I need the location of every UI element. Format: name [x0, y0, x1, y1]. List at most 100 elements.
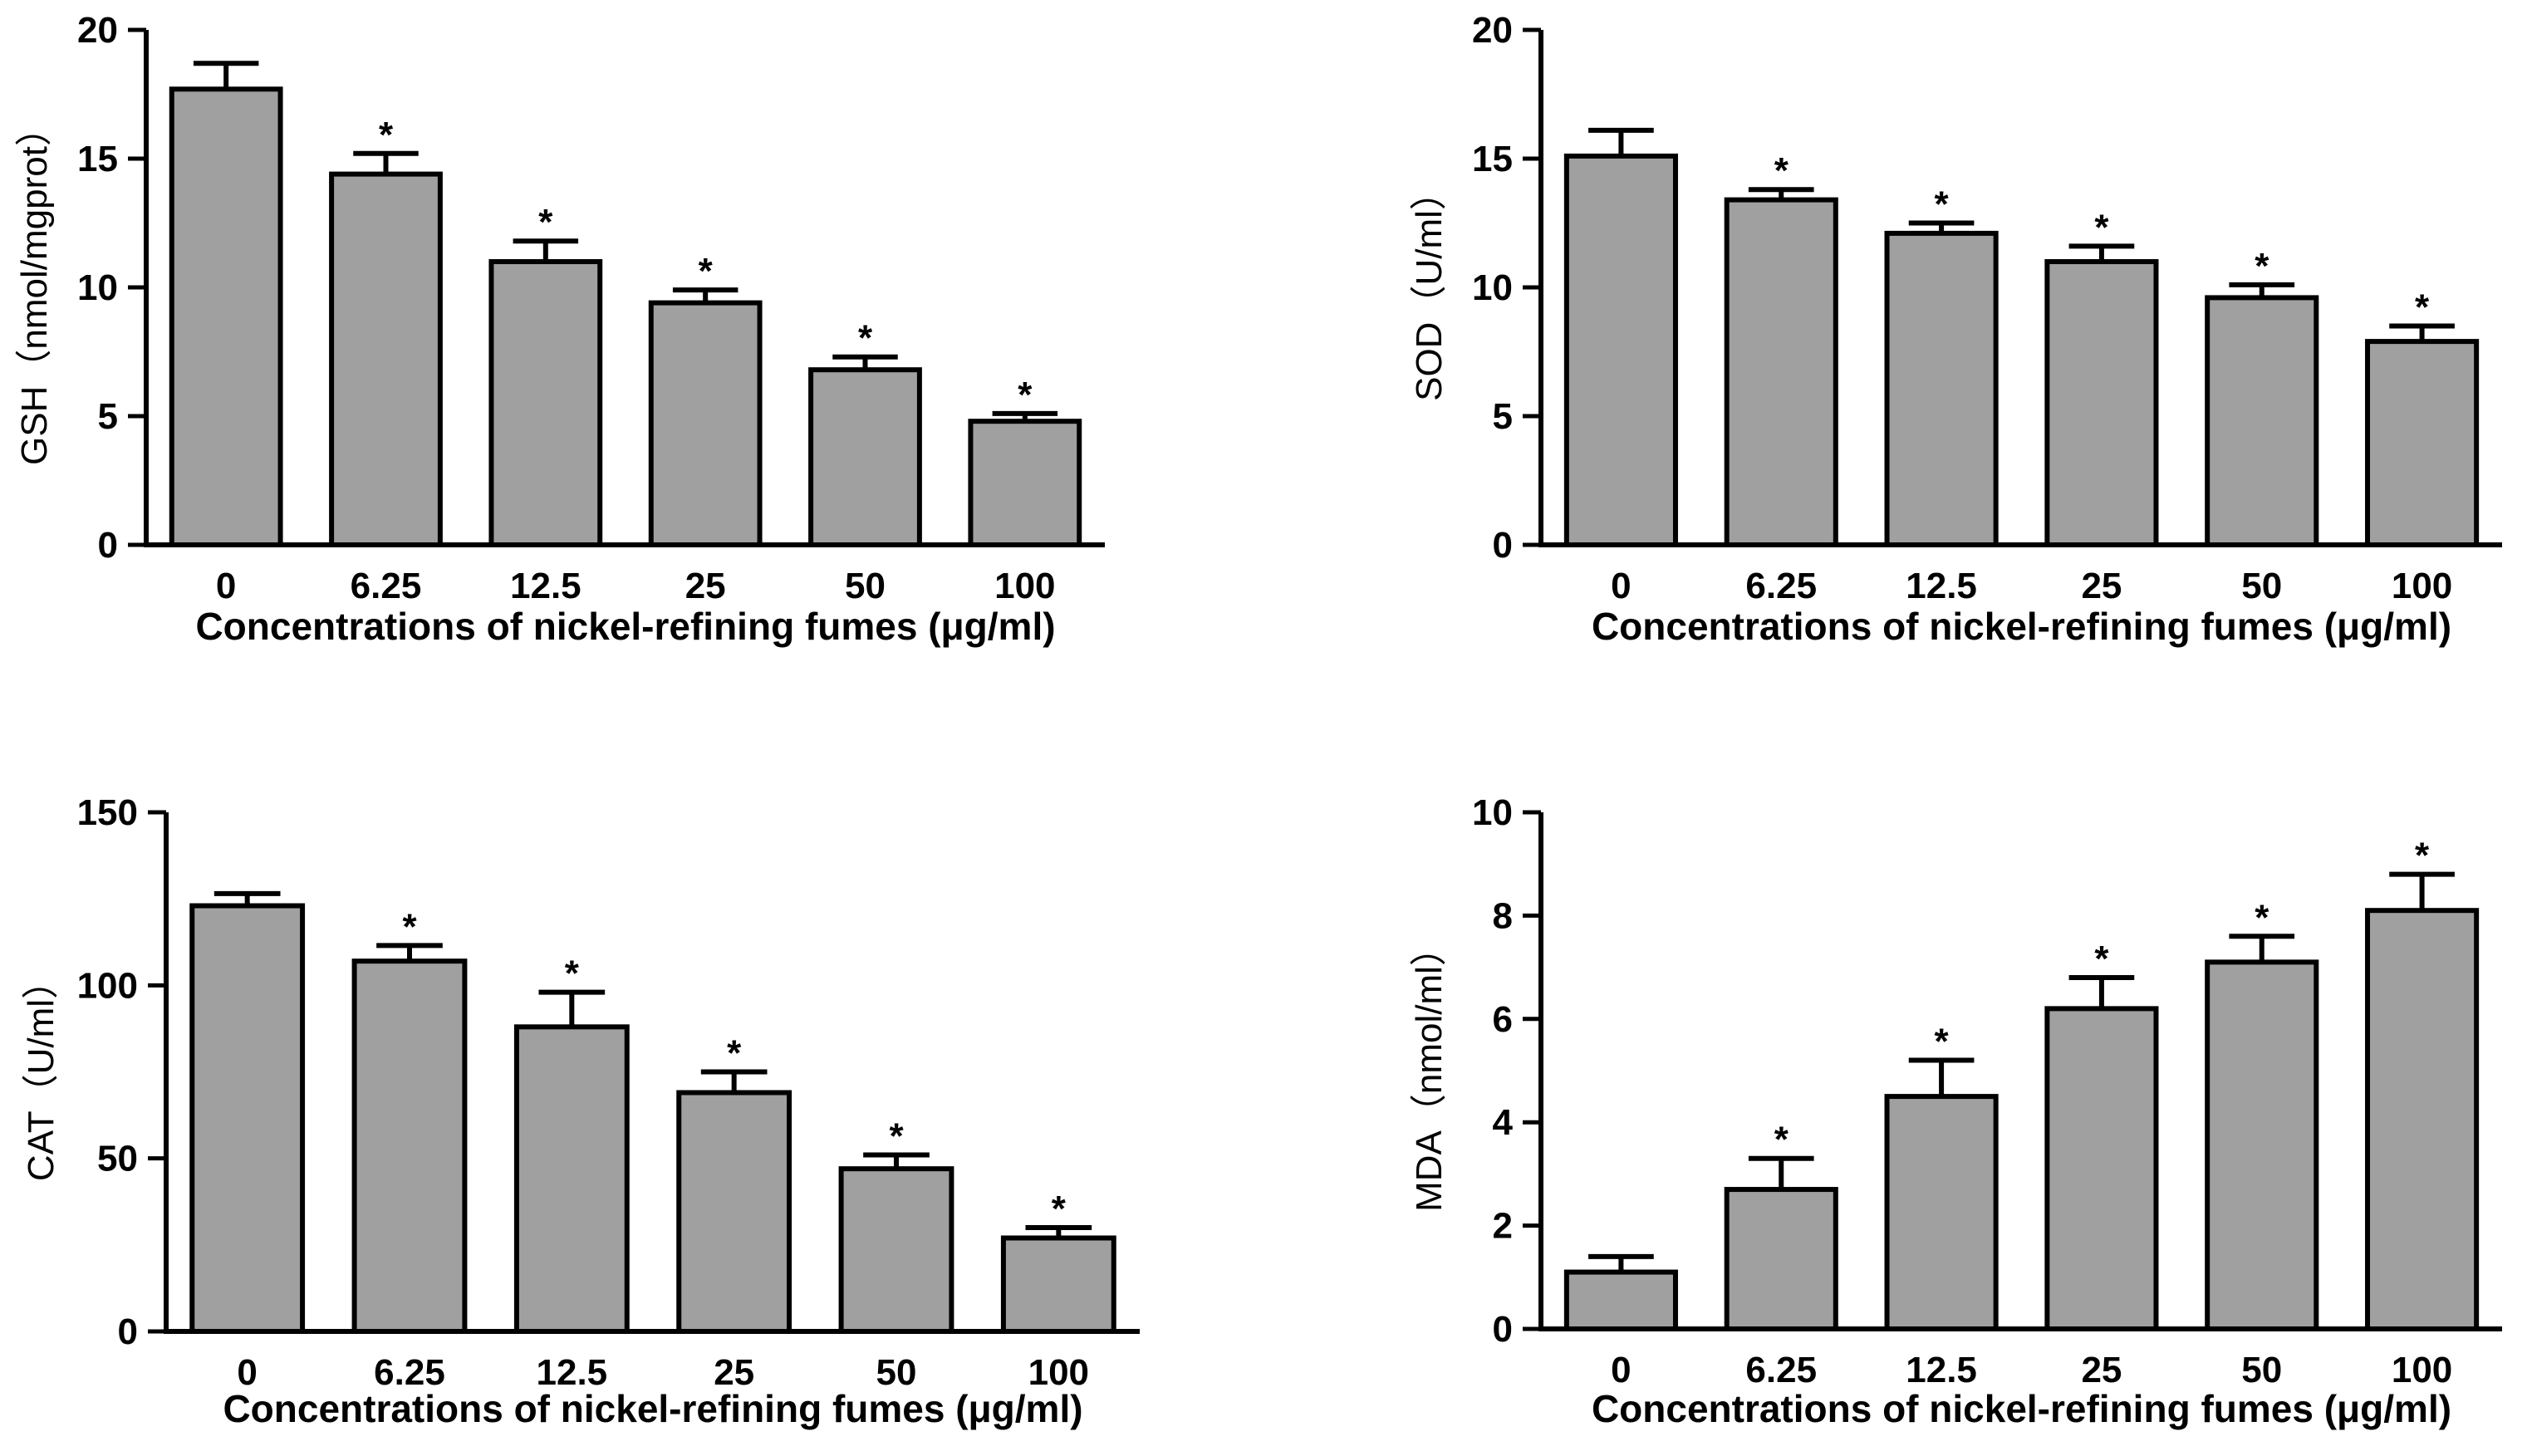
mda-x-axis-title: Concentrations of nickel-refining fumes … [1592, 1387, 2451, 1430]
sod-x-tick-label: 100 [2392, 566, 2452, 606]
sod-significance-star: * [2255, 246, 2269, 287]
sod-significance-star: * [2094, 207, 2109, 248]
cat-y-tick-label: 100 [77, 965, 138, 1006]
cat-chart: 0501001500*6.25*12.5*25*50*100Concentrat… [21, 792, 1140, 1430]
mda-y-tick-label: 0 [1493, 1309, 1513, 1350]
cat-x-axis-title: Concentrations of nickel-refining fumes … [223, 1387, 1082, 1430]
gsh-y-tick-label: 5 [98, 396, 118, 437]
sod-significance-star: * [1774, 150, 1789, 191]
gsh-significance-star: * [379, 115, 394, 155]
cat-x-tick-label: 50 [876, 1352, 917, 1393]
cat-y-tick-label: 150 [77, 792, 138, 833]
sod-significance-star: * [2415, 287, 2430, 328]
gsh-significance-star: * [699, 251, 714, 292]
cat-bar [189, 903, 306, 1334]
mda-bar [2365, 908, 2480, 1332]
mda-y-tick-label: 4 [1493, 1102, 1514, 1143]
cat-x-tick-label: 6.25 [374, 1352, 445, 1393]
cat-bar [1000, 1235, 1116, 1334]
gsh-bar [808, 367, 922, 548]
mda-y-tick-label: 6 [1493, 999, 1513, 1040]
mda-bar [2044, 1006, 2159, 1331]
mda-y-tick-label: 8 [1493, 895, 1513, 936]
gsh-significance-star: * [858, 318, 873, 359]
sod-y-tick-label: 0 [1493, 525, 1513, 566]
gsh-bar [169, 86, 283, 548]
sod-y-tick-label: 5 [1493, 396, 1513, 437]
gsh-x-tick-label: 12.5 [510, 566, 581, 606]
sod-y-tick-label: 15 [1472, 139, 1513, 179]
mda-bar [1563, 1269, 1678, 1331]
gsh-chart: 0 5 10 15 20 0 * 6.25 * 12.5 * 25 * 50 * 100Concentrati… [14, 10, 1105, 648]
sod-x-tick-label: 0 [1611, 566, 1631, 606]
gsh-y-axis-title: GSH（nmol/mgprot） [14, 110, 55, 465]
cat-significance-star: * [565, 954, 580, 994]
gsh-x-tick-label: 50 [845, 566, 886, 606]
cat-bar [676, 1090, 792, 1334]
sod-bar [2044, 259, 2159, 547]
cat-significance-star: * [727, 1033, 742, 1074]
mda-chart: 02468100*6.25*12.5*25*50*100Concentratio… [1409, 792, 2502, 1430]
mda-x-tick-label: 50 [2241, 1350, 2282, 1390]
cat-x-tick-label: 25 [714, 1352, 754, 1393]
sod-x-tick-label: 50 [2241, 566, 2282, 606]
gsh-y-tick-label: 15 [77, 139, 118, 179]
mda-bar [1884, 1094, 1999, 1331]
gsh-y-tick-label: 0 [98, 525, 118, 566]
mda-y-tick-label: 2 [1493, 1206, 1513, 1247]
cat-significance-star: * [889, 1116, 904, 1157]
sod-bar [1884, 230, 1999, 547]
sod-x-tick-label: 6.25 [1745, 566, 1817, 606]
mda-x-tick-label: 25 [2081, 1350, 2122, 1390]
cat-bar [513, 1024, 630, 1335]
gsh-significance-star: * [1018, 375, 1033, 415]
gsh-significance-star: * [538, 202, 553, 243]
gsh-bar [648, 300, 763, 547]
mda-y-tick-label: 10 [1472, 792, 1513, 833]
gsh-x-tick-label: 0 [216, 566, 236, 606]
sod-y-axis-title: SOD（U/ml） [1409, 174, 1450, 401]
gsh-x-tick-label: 25 [685, 566, 726, 606]
cat-bar [351, 958, 468, 1334]
cat-y-tick-label: 50 [97, 1139, 138, 1179]
sod-y-tick-label: 10 [1472, 267, 1513, 308]
mda-bar [2205, 959, 2319, 1331]
gsh-x-tick-label: 6.25 [351, 566, 422, 606]
sod-x-tick-label: 25 [2081, 566, 2122, 606]
mda-x-tick-label: 0 [1611, 1350, 1631, 1390]
cat-significance-star: * [402, 906, 417, 947]
cat-significance-star: * [1052, 1189, 1067, 1229]
sod-chart: 0 5 10 15 20 0 * 6.25 * 12.5 * 25 * 50 * 100Concentrati… [1409, 10, 2502, 648]
cat-y-axis-title: CAT（U/ml） [21, 963, 61, 1181]
sod-x-tick-label: 12.5 [1906, 566, 1977, 606]
sod-x-axis-title: Concentrations of nickel-refining fumes … [1592, 605, 2451, 648]
gsh-bar [329, 171, 443, 547]
cat-bar [838, 1166, 954, 1334]
sod-bar [2205, 295, 2319, 547]
sod-bar [1724, 197, 1838, 547]
mda-significance-star: * [1935, 1022, 1950, 1062]
mda-x-tick-label: 12.5 [1906, 1350, 1977, 1390]
mda-significance-star: * [2415, 836, 2430, 876]
mda-x-tick-label: 100 [2392, 1350, 2452, 1390]
mda-y-axis-title: MDA（nmol/ml） [1409, 929, 1450, 1212]
cat-x-tick-label: 12.5 [537, 1352, 608, 1393]
gsh-bar [968, 419, 1082, 548]
cat-x-tick-label: 0 [237, 1352, 257, 1393]
mda-significance-star: * [1774, 1120, 1789, 1160]
gsh-y-tick-label: 10 [77, 267, 118, 308]
mda-significance-star: * [2255, 897, 2269, 938]
gsh-bar [488, 259, 603, 547]
sod-bar [2365, 339, 2480, 547]
cat-y-tick-label: 0 [118, 1311, 138, 1352]
sod-significance-star: * [1935, 184, 1950, 225]
mda-x-tick-label: 6.25 [1745, 1350, 1817, 1390]
mda-significance-star: * [2094, 939, 2109, 979]
mda-bar [1724, 1187, 1838, 1332]
sod-bar [1563, 153, 1678, 547]
cat-x-tick-label: 100 [1028, 1352, 1089, 1393]
gsh-x-tick-label: 100 [994, 566, 1055, 606]
gsh-x-axis-title: Concentrations of nickel-refining fumes … [195, 605, 1055, 648]
